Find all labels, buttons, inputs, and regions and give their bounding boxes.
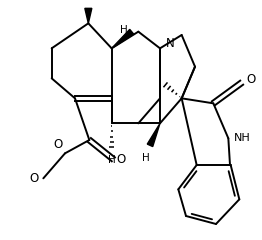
- Polygon shape: [85, 8, 92, 23]
- Text: H: H: [108, 155, 116, 165]
- Text: H: H: [120, 25, 128, 35]
- Polygon shape: [112, 29, 134, 48]
- Polygon shape: [147, 123, 160, 147]
- Text: O: O: [116, 153, 125, 166]
- Text: H: H: [142, 153, 150, 163]
- Text: O: O: [54, 138, 63, 151]
- Text: O: O: [29, 172, 38, 185]
- Text: NH: NH: [234, 133, 251, 143]
- Text: O: O: [247, 73, 256, 86]
- Text: N: N: [166, 37, 175, 50]
